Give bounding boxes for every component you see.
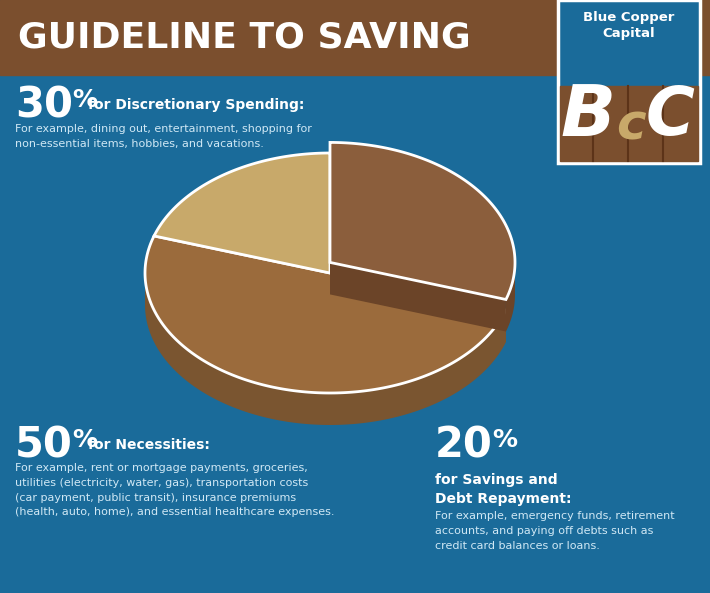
Text: For example, rent or mortgage payments, groceries,
utilities (electricity, water: For example, rent or mortgage payments, … [15,463,334,518]
Text: 30: 30 [15,84,73,126]
Text: c: c [616,101,646,149]
FancyBboxPatch shape [558,0,700,163]
Text: %: % [72,428,97,452]
Text: Blue Copper: Blue Copper [584,11,674,24]
Text: For example, dining out, entertainment, shopping for
non-essential items, hobbie: For example, dining out, entertainment, … [15,124,312,149]
Text: 20: 20 [435,424,493,466]
Text: %: % [72,88,97,112]
Polygon shape [154,153,330,273]
Text: for Necessities:: for Necessities: [88,438,210,452]
Polygon shape [330,273,506,342]
Polygon shape [330,263,506,331]
Text: For example, emergency funds, retirement
accounts, and paying off debts such as
: For example, emergency funds, retirement… [435,511,674,550]
Text: 50: 50 [15,424,73,466]
Text: C: C [645,83,694,149]
Text: for Discretionary Spending:: for Discretionary Spending: [88,98,305,112]
Text: %: % [492,428,517,452]
Bar [0,0,710,75]
Text: GUIDELINE TO SAVING: GUIDELINE TO SAVING [18,21,471,55]
Bar [560,86,698,161]
Polygon shape [145,273,506,425]
Text: for Savings and
Debt Repayment:: for Savings and Debt Repayment: [435,473,572,506]
Text: Capital: Capital [603,27,655,40]
Polygon shape [330,142,515,299]
Polygon shape [506,262,515,331]
Polygon shape [145,236,506,393]
Text: B: B [560,81,616,151]
